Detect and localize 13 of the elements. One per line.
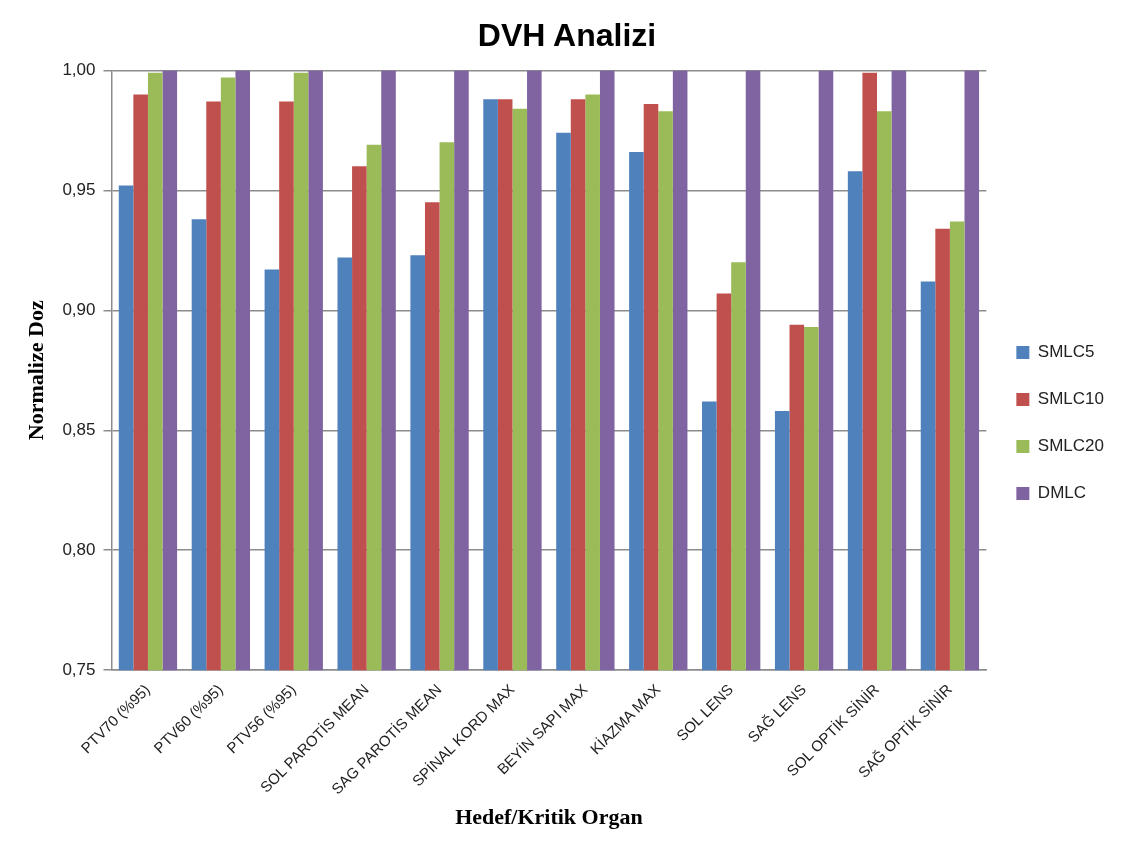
y-axis-title: Normalize Doz [22,300,48,441]
legend-label: SMLC20 [1037,436,1104,456]
chart-title: DVH Analizi [477,17,657,54]
legend-label: DMLC [1037,483,1087,503]
y-tick-label: 0,90 [62,299,96,319]
y-tick-label: 0,80 [62,539,96,559]
y-tick-label: 1,00 [62,60,96,80]
y-tick-label: 0,85 [62,419,96,439]
legend-label: SMLC10 [1037,389,1104,409]
y-tick-label: 0,75 [62,659,96,679]
legend-label: SMLC5 [1037,342,1095,362]
y-tick-label: 0,95 [62,180,96,200]
x-axis-title: Hedef/Kritik Organ [455,804,643,830]
